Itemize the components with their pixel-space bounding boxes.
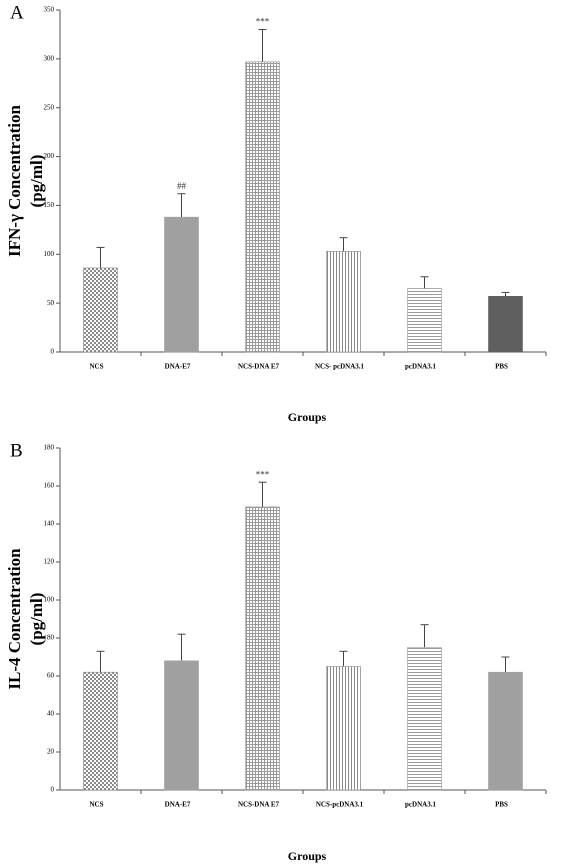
y-tick-label: 0 (51, 786, 55, 794)
x-tick-label: NCS-pcDNA3.1 (316, 801, 364, 809)
y-tick-label: 80 (47, 634, 55, 642)
panel-label: B (10, 440, 23, 461)
x-tick-label: PBS (495, 801, 508, 809)
bar (83, 267, 118, 353)
y-tick-label: 0 (51, 348, 55, 356)
bar (407, 647, 442, 791)
bar (164, 660, 199, 791)
x-tick-label: NCS-DNA E7 (238, 801, 280, 809)
y-tick-label: 180 (44, 444, 55, 452)
y-tick-label: 40 (47, 710, 55, 718)
y-tick-label: 20 (47, 748, 55, 756)
x-tick-label: pcDNA3.1 (405, 801, 436, 809)
bar (164, 216, 199, 353)
y-axis-label: IFN-γ Concentration (5, 104, 24, 257)
bar (488, 671, 523, 791)
bar (83, 671, 118, 791)
y-axis-label: (pg/ml) (27, 155, 46, 208)
x-tick-label: PBS (495, 363, 508, 371)
bar (488, 296, 523, 353)
y-tick-label: 140 (44, 520, 55, 528)
x-tick-label: DNA-E7 (165, 801, 191, 809)
x-tick-label: DNA-E7 (165, 363, 191, 371)
y-tick-label: 120 (44, 558, 55, 566)
y-axis-label: (pg/ml) (27, 593, 46, 646)
significance-label: *** (256, 469, 270, 479)
x-tick-label: NCS-DNA E7 (238, 363, 280, 371)
x-axis-label: Groups (288, 410, 327, 424)
x-tick-label: NCS- pcDNA3.1 (315, 363, 365, 371)
y-tick-label: 300 (44, 54, 55, 62)
significance-label: ## (177, 181, 187, 191)
y-tick-label: 100 (44, 596, 55, 604)
bar (326, 251, 361, 353)
y-tick-label: 200 (44, 152, 55, 160)
x-axis-label: Groups (288, 849, 327, 863)
y-tick-label: 250 (44, 103, 55, 111)
y-tick-label: 160 (44, 482, 55, 490)
bar (326, 666, 361, 791)
x-tick-label: NCS (89, 363, 103, 371)
y-tick-label: 150 (44, 201, 55, 209)
significance-label: *** (256, 17, 270, 27)
bar (407, 288, 442, 353)
panel-label: A (10, 2, 24, 23)
y-axis-label: IL-4 Concentration (5, 548, 24, 690)
bar (245, 506, 280, 791)
y-tick-label: 100 (44, 250, 55, 258)
y-tick-label: 50 (47, 299, 55, 307)
bar (245, 61, 280, 353)
y-tick-label: 350 (44, 6, 55, 14)
x-tick-label: NCS (89, 801, 103, 809)
x-tick-label: pcDNA3.1 (405, 363, 436, 371)
y-tick-label: 60 (47, 672, 55, 680)
